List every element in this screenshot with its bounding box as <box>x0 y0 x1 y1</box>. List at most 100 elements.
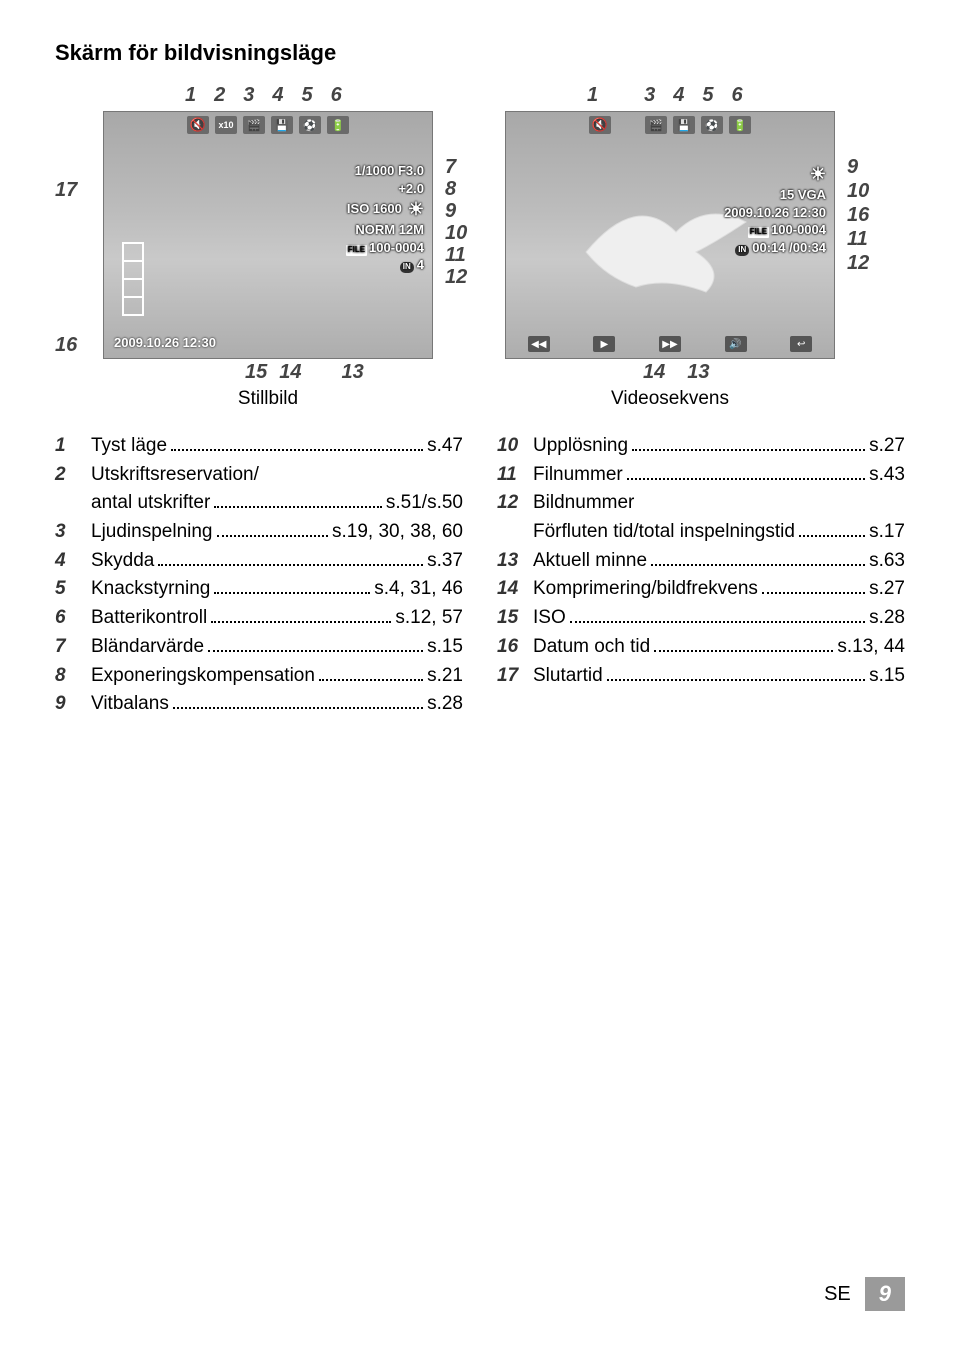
legend-label: Batterikontroll <box>91 606 207 631</box>
legend-page: s.19, 30, 38, 60 <box>332 520 463 545</box>
legend-item: 16Datum och tid s.13, 44 <box>497 635 905 660</box>
callout-6: 6 <box>331 84 344 107</box>
footer-lang: SE <box>824 1283 851 1306</box>
in-tag-icon: IN <box>400 262 414 273</box>
movie-icon <box>645 116 667 134</box>
legend-item: 10Upplösnings.27 <box>497 434 905 459</box>
legend-page: s.47 <box>427 434 463 459</box>
legend-number: 13 <box>497 549 533 574</box>
battery-icon <box>729 116 751 134</box>
legend-label: Bländarvärde <box>91 635 204 660</box>
legend-page: s.37 <box>427 549 463 574</box>
wb-icon: ☀ <box>408 197 424 221</box>
legend-item: 2Utskriftsreservation/ <box>55 463 463 488</box>
legend-page: s.28 <box>427 692 463 717</box>
callout-11: 11 <box>445 244 466 267</box>
rcallout-9: 9 <box>847 156 858 179</box>
figure-right-col: 1 3 4 5 6 ☀ 15 VGA 2009.10.2 <box>495 84 905 410</box>
legend-item: 5Knackstyrnings.4, 31, 46 <box>55 577 463 602</box>
legend-page: s.15 <box>427 635 463 660</box>
legend-page: s.51/s.50 <box>386 491 463 516</box>
legend-right: 10Upplösnings.2711Filnummers.4312Bildnum… <box>497 434 905 721</box>
legend-dots <box>627 478 865 480</box>
page-title: Skärm för bildvisningsläge <box>55 40 905 66</box>
osd-iso: ISO 1600 <box>347 200 402 218</box>
legend-label: Skydda <box>91 549 154 574</box>
legend-number: 5 <box>55 577 91 602</box>
top-callouts-left: 1 2 3 4 5 6 <box>185 84 465 107</box>
legend-label: Bildnummer <box>533 491 634 516</box>
osd-exp: +2.0 <box>346 180 424 198</box>
legend-page: s.28 <box>869 606 905 631</box>
knock-icon <box>701 116 723 134</box>
legend-dots <box>214 592 370 594</box>
osd-norm: NORM 12M <box>346 221 424 239</box>
legend-dots <box>607 679 865 681</box>
legend-dots <box>570 621 865 623</box>
caption-stillbild: Stillbild <box>103 388 433 410</box>
callout-14: 14 <box>279 361 301 384</box>
playback-controls: ◀◀ ▶ ▶▶ 🔊 ↩ <box>506 336 834 352</box>
legend-page: s.63 <box>869 549 905 574</box>
osd-topbar-right <box>589 116 751 134</box>
legend-item: 13Aktuell minnes.63 <box>497 549 905 574</box>
legend-dots <box>211 621 391 623</box>
legend-label: Tyst läge <box>91 434 167 459</box>
screen-stillbild: x10 1/1000 F3.0 +2.0 ISO 1600 ☀ NORM 12M… <box>103 111 433 359</box>
battery-icon <box>327 116 349 134</box>
callout-10: 10 <box>445 222 467 245</box>
legend-number: 15 <box>497 606 533 631</box>
legend-label: Utskriftsreservation/ <box>91 463 259 488</box>
legend-label: Datum och tid <box>533 635 650 660</box>
top-callouts-right: 1 3 4 5 6 <box>587 84 905 107</box>
legend-dots <box>799 535 865 537</box>
legend-page: s.13, 44 <box>837 635 905 660</box>
legend-label: Filnummer <box>533 463 623 488</box>
legend-number: 12 <box>497 491 533 516</box>
mute-icon <box>187 116 209 134</box>
legend-label: Knackstyrning <box>91 577 210 602</box>
legend-left: 1Tyst läges.472Utskriftsreservation/anta… <box>55 434 463 721</box>
callout-8: 8 <box>445 178 456 201</box>
legend-item: 3Ljudinspelnings.19, 30, 38, 60 <box>55 520 463 545</box>
rcallout-1: 1 <box>587 84 600 107</box>
legend-label: Slutartid <box>533 664 603 689</box>
legend-number: 3 <box>55 520 91 545</box>
legend-item: 11Filnummers.43 <box>497 463 905 488</box>
legend-number: 16 <box>497 635 533 660</box>
in-tag-icon: IN <box>735 245 749 256</box>
protect-icon <box>673 116 695 134</box>
legend-page: s.43 <box>869 463 905 488</box>
osd-file: 100-0004 <box>369 240 424 255</box>
callout-1: 1 <box>185 84 198 107</box>
legend-item: 9Vitbalanss.28 <box>55 692 463 717</box>
footer-page: 9 <box>865 1277 905 1311</box>
rcallout-14: 14 <box>643 361 665 384</box>
volume-icon: 🔊 <box>725 336 747 352</box>
file-tag-icon: FILE <box>748 227 769 238</box>
legend-number: 8 <box>55 664 91 689</box>
legend-label: ISO <box>533 606 566 631</box>
legend-label: antal utskrifter <box>91 491 210 516</box>
rcallout-11: 11 <box>847 228 868 251</box>
legend-item: 15ISO s.28 <box>497 606 905 631</box>
osd-time-v: 00:14 /00:34 <box>752 240 826 255</box>
bottom-callouts-left: 15 14 13 <box>245 361 465 384</box>
callout-15: 15 <box>245 361 267 384</box>
legend-dots <box>173 707 423 709</box>
rcallout-12: 12 <box>847 252 869 275</box>
caption-videosekvens: Videosekvens <box>505 388 835 410</box>
osd-info-right-video: ☀ 15 VGA 2009.10.26 12:30 FILE100-0004 I… <box>724 162 826 256</box>
knock-icon <box>299 116 321 134</box>
ladder-graphic <box>122 242 144 330</box>
rcallout-5: 5 <box>702 84 715 107</box>
legend-item: 6Batterikontrolls.12, 57 <box>55 606 463 631</box>
legend-number: 2 <box>55 463 91 488</box>
legend-page: s.15 <box>869 664 905 689</box>
rcallout-10: 10 <box>847 180 869 203</box>
osd-fps: 15 VGA <box>724 186 826 204</box>
fwd-icon: ▶▶ <box>659 336 681 352</box>
legend-page: s.21 <box>427 664 463 689</box>
legend-dots <box>632 449 865 451</box>
callout-2: 2 <box>214 84 227 107</box>
